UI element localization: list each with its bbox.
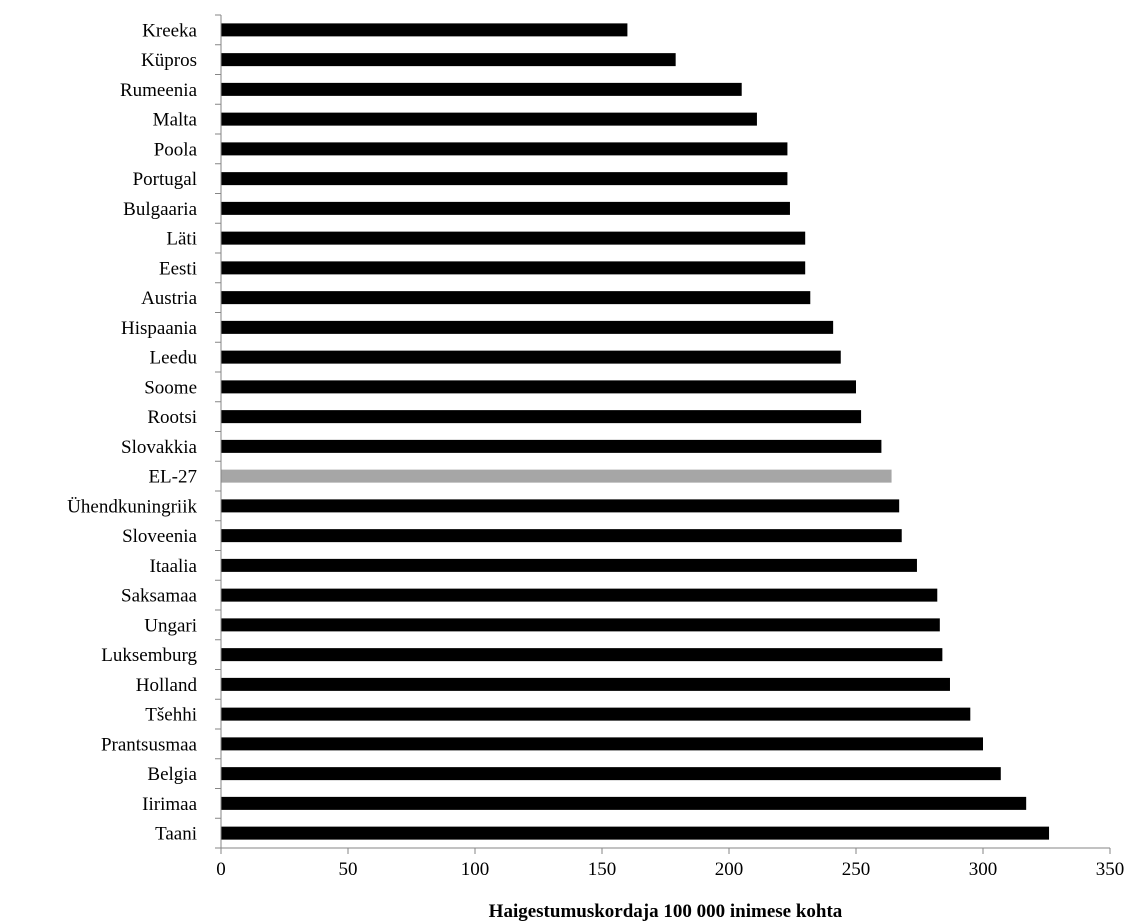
x-axis-ticks: 0 50 100 150 200 250 300 350 [216,848,1124,880]
category-label: Itaalia [150,556,198,577]
y-axis-ticks [215,14,221,849]
bar-EL-27 [221,469,892,483]
category-label: Hispaania [121,318,198,339]
bar-Poola [221,142,788,156]
category-label: Iirimaa [142,794,197,815]
x-tick-label: 100 [461,859,490,880]
bar-Läti [221,231,806,245]
bar-Holland [221,677,950,691]
category-label: Taani [155,824,197,845]
category-label: EL-27 [148,467,197,488]
bar-Saksamaa [221,588,938,602]
category-label: Ühendkuningriik [67,496,197,517]
category-label: Luksemburg [101,645,197,666]
bar-Sloveenia [221,529,902,543]
bar-Hispaania [221,320,834,334]
category-label: Eesti [159,258,197,279]
x-tick-label: 250 [842,859,871,880]
bar-Küpros [221,53,676,67]
bar-Tšehhi [221,707,971,721]
category-label: Ungari [144,615,197,636]
category-label: Holland [136,675,198,696]
bar-Luksemburg [221,648,943,662]
category-label: Slovakkia [121,437,198,458]
x-tick-label: 350 [1096,859,1125,880]
bar-Austria [221,291,811,305]
bar-Rumeenia [221,82,742,96]
bar-Portugal [221,172,788,186]
bar-Prantsusmaa [221,737,983,751]
bar-Taani [221,826,1050,840]
category-label: Rootsi [147,407,197,428]
bar-Bulgaaria [221,201,790,215]
bar-Slovakkia [221,439,882,453]
category-label: Austria [141,288,198,309]
category-label: Soome [144,377,197,398]
bar-Eesti [221,261,806,275]
x-tick-label: 150 [588,859,617,880]
category-label: Kreeka [142,20,197,41]
bar-Leedu [221,350,841,364]
bar-Soome [221,380,856,394]
category-label: Prantsusmaa [101,734,198,755]
x-tick-label: 50 [339,859,358,880]
category-label: Portugal [133,169,197,190]
bar-Kreeka [221,23,628,37]
category-label: Poola [154,139,198,160]
category-label: Läti [166,229,197,250]
bars-layer [221,23,1050,840]
x-tick-label: 0 [216,859,226,880]
x-tick-label: 200 [715,859,744,880]
category-label: Rumeenia [120,80,198,101]
x-tick-label: 300 [969,859,998,880]
bar-Malta [221,112,757,126]
category-label: Tšehhi [145,705,197,726]
category-label: Malta [153,110,198,131]
bar-Ühendkuningriik [221,499,900,513]
category-label: Sloveenia [122,526,197,547]
category-label: Saksamaa [121,586,198,607]
bar-Rootsi [221,410,862,424]
category-label: Küpros [141,50,197,71]
bar-Iirimaa [221,796,1027,810]
category-label: Belgia [147,764,197,785]
bar-Itaalia [221,558,917,572]
bar-Belgia [221,767,1001,781]
category-label: Leedu [150,348,198,369]
category-label: Bulgaaria [123,199,197,220]
category-labels: Kreeka Küpros Rumeenia Malta Poola Portugal Bu… [67,20,197,844]
bar-Ungari [221,618,940,632]
x-axis-title: Haigestumuskordaja 100 000 inimese kohta [489,901,843,922]
